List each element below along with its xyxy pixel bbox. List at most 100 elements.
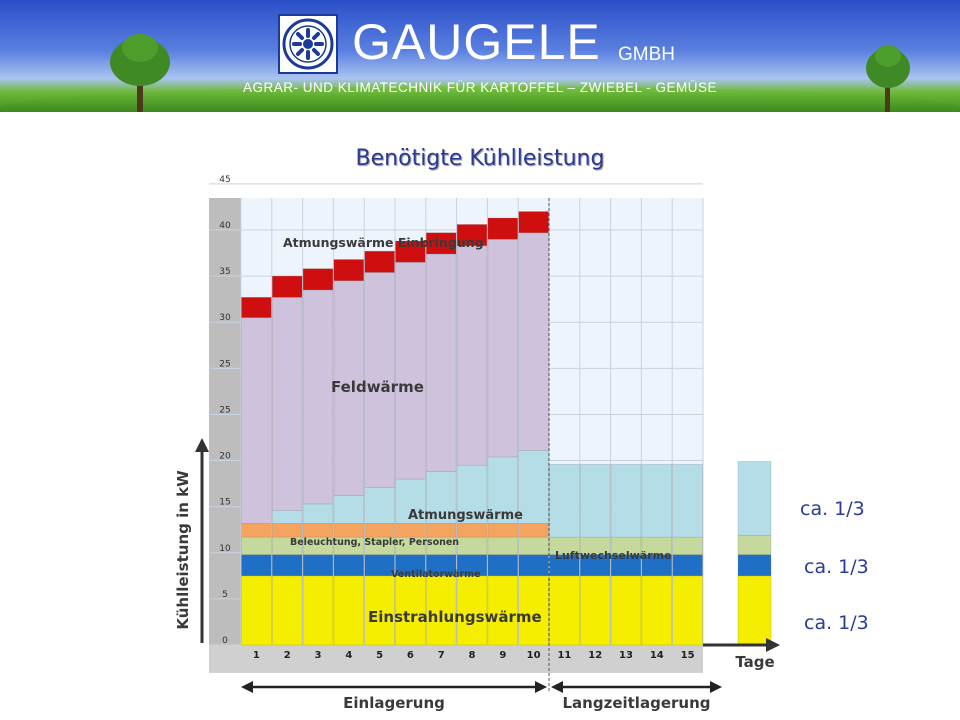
y-tick-label: 40 — [219, 221, 231, 231]
y-tick-label: 0 — [222, 636, 228, 646]
bar-segment — [364, 522, 395, 538]
bar-segment — [487, 536, 518, 555]
x-tick-label: 15 — [681, 650, 695, 661]
bar-segment — [425, 253, 457, 472]
bar-segment — [487, 238, 518, 458]
fan-logo-icon — [282, 18, 334, 70]
bar-segment — [395, 522, 426, 538]
bar-segment — [641, 575, 673, 646]
x-axis-arrow-icon — [766, 638, 780, 652]
x-tick-label: 3 — [315, 650, 322, 661]
bar-segment — [333, 495, 364, 524]
x-tick-label: 9 — [499, 650, 506, 661]
bar-segment — [333, 554, 364, 577]
tree-left-icon — [110, 34, 170, 112]
bar-segment — [610, 463, 642, 538]
summary-bar-segment — [737, 461, 772, 536]
x-tick-label: 1 — [253, 650, 260, 661]
y-axis-band — [209, 198, 241, 645]
bar-segment — [672, 575, 703, 646]
phase-label: Langzeitlagerung — [563, 694, 711, 712]
bar-segment — [241, 297, 272, 318]
y-tick-label: 45 — [219, 175, 230, 185]
x-tick-label: 11 — [557, 650, 571, 661]
bar-segment — [518, 554, 549, 577]
ratio-label-top: ca. 1/3 — [800, 498, 865, 520]
bar-segment — [641, 463, 673, 538]
bar-segment — [302, 554, 334, 577]
bar-segment — [302, 575, 334, 646]
series-label: Einstrahlungswärme — [368, 608, 542, 626]
series-label: Luftwechselwärme — [555, 549, 672, 562]
x-tick-label: 14 — [650, 650, 664, 661]
bar-segment — [241, 522, 272, 538]
bar-segment — [610, 575, 642, 646]
x-axis-band — [209, 645, 703, 673]
bar-segment — [395, 240, 426, 263]
bar-segment — [364, 575, 395, 646]
bar-segment — [549, 575, 580, 646]
x-tick-label: 5 — [376, 650, 383, 661]
bar-segment — [333, 575, 364, 646]
x-tick-label: 6 — [407, 650, 414, 661]
bar-segment — [271, 522, 303, 538]
bar-segment — [487, 554, 518, 577]
phase-arrow-right-icon — [710, 681, 722, 693]
bar-segment — [241, 575, 272, 646]
bar-segment — [487, 217, 518, 240]
x-tick-label: 2 — [284, 650, 291, 661]
y-tick-label: 35 — [219, 267, 230, 277]
x-tick-label: 8 — [469, 650, 476, 661]
y-tick-label: 20 — [219, 452, 231, 462]
x-tick-label: 7 — [438, 650, 445, 661]
bar-segment — [364, 250, 395, 273]
bar-segment — [518, 232, 549, 451]
y-tick-label: 5 — [222, 590, 228, 600]
bar-segment — [487, 522, 518, 538]
summary-bar-segment — [737, 554, 772, 577]
y-tick-label: 10 — [219, 544, 231, 554]
bar-segment — [241, 317, 272, 524]
bar-segment — [425, 522, 457, 538]
brand-name: GAUGELE — [352, 14, 601, 70]
slide-title: Benötigte Kühlleistung — [355, 146, 605, 171]
phase-arrow-left-icon — [551, 681, 563, 693]
y-axis-title: Kühlleistung in kW — [174, 470, 192, 630]
series-label: Beleuchtung, Stapler, Personen — [290, 537, 459, 548]
bar-segment — [579, 575, 611, 646]
bar-segment — [333, 522, 364, 538]
bar-segment — [395, 478, 426, 524]
bar-segment — [425, 471, 457, 524]
bar-segment — [271, 297, 303, 511]
bar-segment — [302, 503, 334, 524]
phase-label: Einlagerung — [343, 694, 445, 712]
series-label: Feldwärme — [331, 378, 424, 396]
bar-segment — [518, 211, 549, 234]
bar-segment — [271, 554, 303, 577]
x-tick-label: 4 — [345, 650, 352, 661]
y-tick-label: 30 — [219, 313, 231, 323]
bar-segment — [425, 232, 457, 255]
bar-segment — [456, 536, 488, 555]
bar-segment — [518, 522, 549, 538]
bar-segment — [672, 554, 703, 577]
series-label: Ventilatorwärme — [391, 569, 480, 580]
tree-right-icon — [866, 45, 910, 112]
ratio-label-bottom: ca. 1/3 — [804, 612, 869, 634]
bar-segment — [456, 575, 488, 646]
series-label: Atmungswärme Einbringung — [283, 235, 484, 250]
bar-segment — [425, 575, 457, 646]
bar-segment — [302, 522, 334, 538]
series-label: Atmungswärme — [408, 508, 523, 523]
bar-segment — [241, 536, 272, 555]
brand-tagline: AGRAR- UND KLIMATECHNIK FÜR KARTOFFEL – … — [242, 80, 718, 95]
x-tick-label: 13 — [619, 650, 633, 661]
bar-segment — [487, 575, 518, 646]
ratio-label-middle: ca. 1/3 — [804, 556, 869, 578]
bar-segment — [395, 575, 426, 646]
company-logo — [278, 14, 338, 74]
bar-segment — [271, 275, 303, 298]
bar-segment — [518, 575, 549, 646]
bar-segment — [579, 463, 611, 538]
